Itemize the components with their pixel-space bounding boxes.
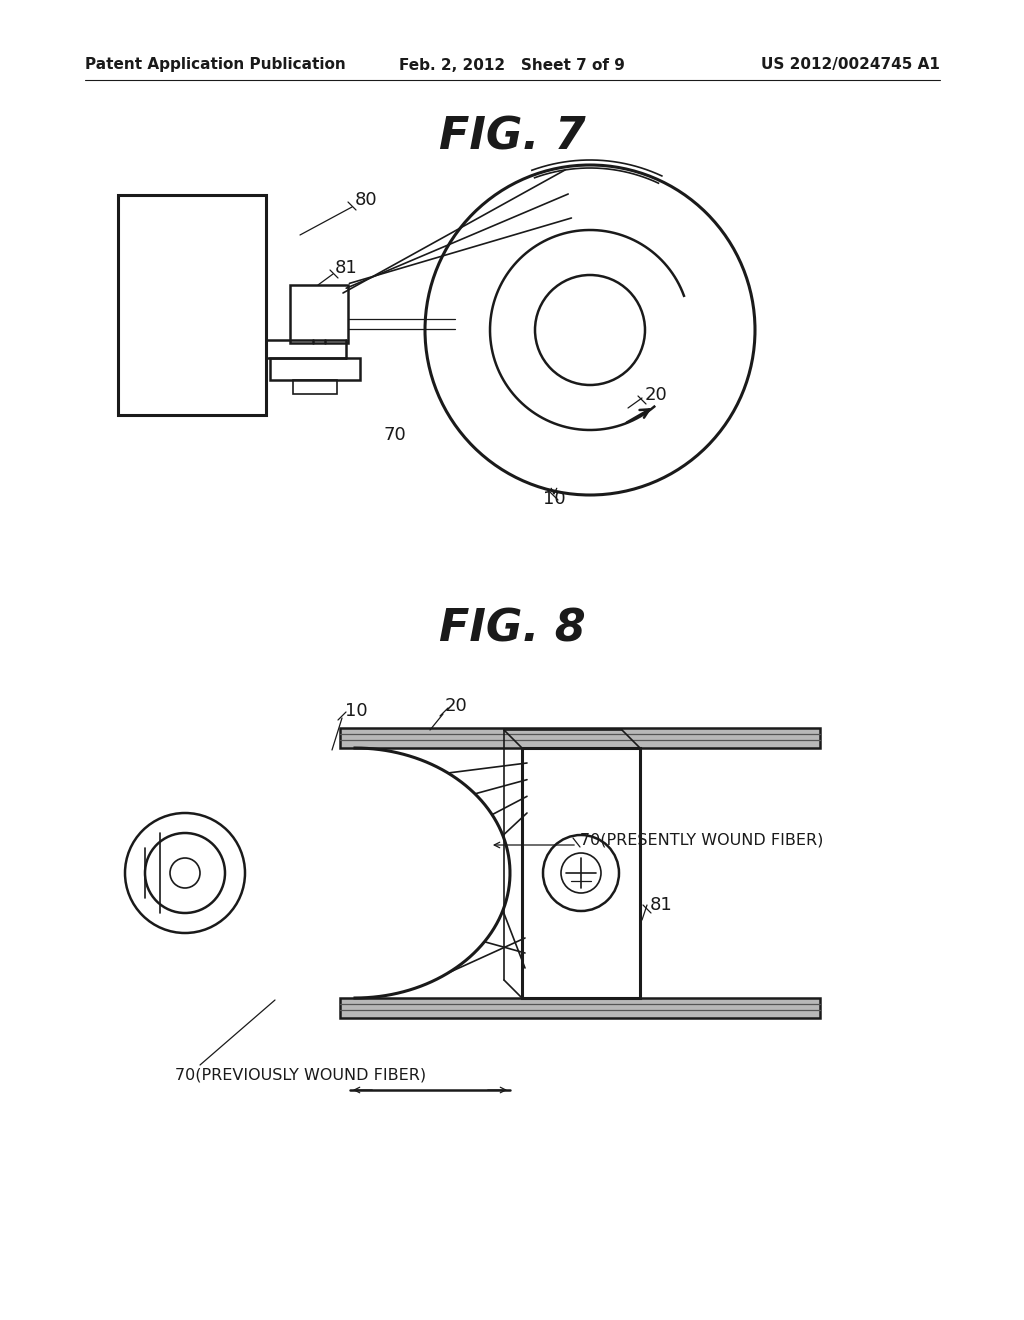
Bar [293, 380, 337, 393]
Text: 20: 20 [645, 385, 668, 404]
Text: 20: 20 [445, 697, 468, 715]
Bar [270, 358, 360, 380]
Bar [522, 748, 640, 998]
Text: 80: 80 [355, 191, 378, 209]
Text: FIG. 8: FIG. 8 [438, 609, 586, 651]
Text: 70: 70 [384, 426, 407, 444]
Bar [290, 285, 348, 343]
Text: 10: 10 [345, 702, 368, 719]
Text: Patent Application Publication: Patent Application Publication [85, 58, 346, 73]
Text: Feb. 2, 2012   Sheet 7 of 9: Feb. 2, 2012 Sheet 7 of 9 [399, 58, 625, 73]
Bar [340, 729, 820, 748]
Text: 81: 81 [335, 259, 357, 277]
Text: 10: 10 [543, 490, 565, 508]
Bar [340, 998, 820, 1018]
Text: FIG. 7: FIG. 7 [438, 115, 586, 158]
Bar [118, 195, 266, 414]
Text: 81: 81 [650, 896, 673, 913]
Text: 70(PREVIOUSLY WOUND FIBER): 70(PREVIOUSLY WOUND FIBER) [175, 1068, 426, 1082]
Text: 70(PRESENTLY WOUND FIBER): 70(PRESENTLY WOUND FIBER) [580, 833, 823, 847]
Text: US 2012/0024745 A1: US 2012/0024745 A1 [761, 58, 940, 73]
